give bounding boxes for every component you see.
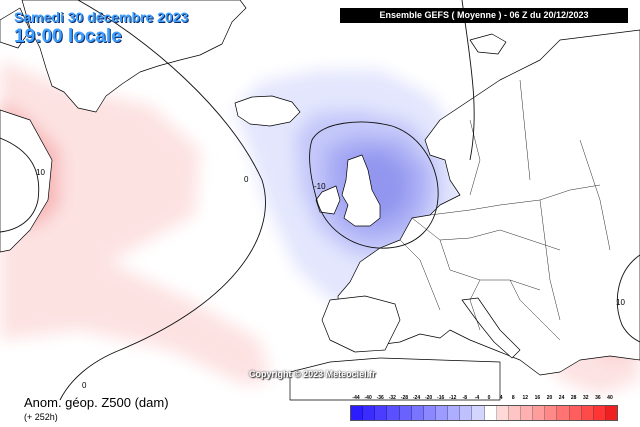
color-scale-tick-label: -20 [424,395,433,401]
color-scale-swatch [423,406,436,420]
contour-label-group: 10 0 -10 0 10 [36,168,625,390]
great-britain [341,154,381,227]
color-scale-tick-label: -32 [388,395,396,401]
color-scale-swatch [496,406,509,420]
italy [461,297,521,359]
color-scale-swatch [508,406,521,420]
color-scale-swatch [533,406,546,420]
color-scale-swatch [545,406,558,420]
color-scale-tick-label: 0 [487,395,491,401]
color-scale-swatch [448,406,461,420]
color-scale-swatch [605,406,618,420]
forecast-lead-time: (+ 252h) [24,412,58,422]
color-scale-tick-label: -36 [376,395,384,401]
color-scale-swatch [435,406,449,420]
ireland [315,185,341,215]
color-scale-swatch [472,406,485,420]
forecast-date: Samedi 30 décembre 2023 [14,9,189,25]
color-scale-tick-label: -12 [449,395,457,401]
color-scale-tick-label: -4 [474,395,480,401]
color-scale-swatch [375,406,388,420]
color-scale-swatch [581,406,594,420]
canada-east [0,109,53,253]
color-scale-swatch [411,406,424,420]
color-scale-swatch [520,406,534,420]
color-scale-tick-label: 40 [607,395,613,401]
iberia [321,295,401,353]
contour-zero-west [59,0,266,401]
color-scale-tick-label: -40 [364,395,372,401]
contour-label: 0 [82,381,87,390]
color-scale-swatch [351,406,364,420]
color-scale-tick-label: 32 [582,395,589,401]
contour-minus-ten [309,121,439,249]
color-scale-tick-label: 20 [546,395,553,401]
color-scale-ticks: -44 -40 -36 -32 -28 -24 -20 -16 -12 -8 -4 0 4 8 12 16 20… [347,395,617,405]
arctic-islands [0,7,31,49]
color-scale-tick-label: -28 [400,395,409,401]
color-scale-tick-label: -8 [462,395,468,401]
color-scale-tick-label: 12 [522,395,529,401]
scandinavia-europe [337,29,640,376]
coastlines [0,0,640,401]
contour-label: 0 [244,175,249,184]
color-scale-bar [350,405,618,421]
color-scale-tick-label: 8 [511,395,515,401]
color-scale-tick-label: 24 [558,395,565,401]
contour-label: -10 [314,182,326,191]
color-scale-swatch [569,406,582,420]
model-run-label: Ensemble GEFS ( Moyenne ) - 06 Z du 20/1… [340,8,628,23]
color-scale-swatch [460,406,473,420]
contour-label: 10 [36,168,45,177]
color-scale-tick-label: 16 [534,395,541,401]
color-scale-tick-label: -24 [412,395,421,401]
color-scale-swatch [399,406,412,420]
color-scale-tick-label: 4 [499,395,503,401]
color-scale-tick-label: 28 [570,395,577,401]
contour-ten-east [616,254,640,343]
forecast-time: 19:00 locale [14,26,122,47]
north-africa [289,357,501,401]
iceland [234,95,301,127]
contour-label: 10 [616,298,625,307]
color-scale-tick-label: 36 [595,395,601,401]
legend-title: Anom. géop. Z500 (dam) [24,395,169,410]
copyright-text: Copyright © 2023 Meteociel.fr [249,369,376,379]
greenland [21,0,247,113]
color-scale-swatch [363,406,376,420]
svalbard-islands [469,33,507,55]
color-scale-swatch [387,406,400,420]
color-scale-swatch [484,406,497,420]
color-scale-tick-label: -16 [437,395,445,401]
color-scale-swatch [593,406,606,420]
contour-ten-west [0,137,40,233]
color-scale-swatch [557,406,570,420]
color-scale-tick-label: -44 [352,395,360,401]
